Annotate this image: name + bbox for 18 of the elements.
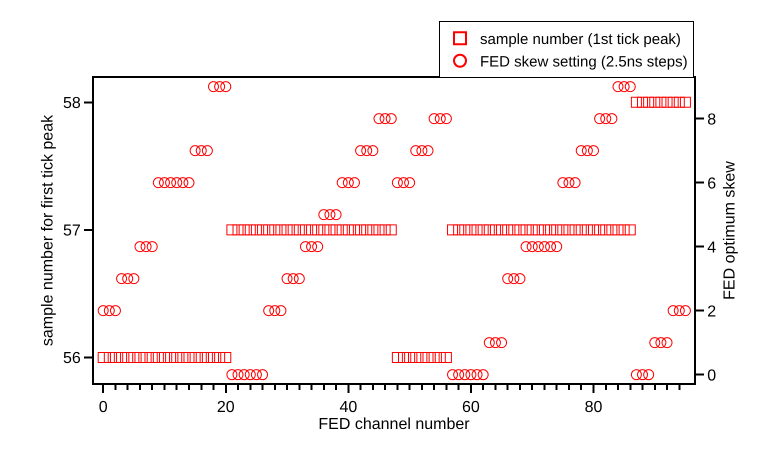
- legend-label: FED skew setting (2.5ns steps): [480, 54, 688, 71]
- y2-tick-label: 6: [707, 175, 716, 192]
- y2-axis-title: FED optimum skew: [721, 160, 738, 300]
- x-axis-title: FED channel number: [318, 416, 470, 434]
- y-axis-title: sample number for first tick peak: [39, 114, 56, 346]
- y2-tick-label: 2: [707, 303, 716, 320]
- x-tick-label: 60: [462, 399, 480, 416]
- y2-tick-label: 8: [707, 111, 716, 128]
- y-tick-label: 57: [63, 222, 81, 240]
- x-tick-label: 0: [98, 399, 108, 416]
- x-tick-label: 20: [216, 399, 235, 416]
- y-tick-label: 56: [63, 350, 81, 368]
- y-tick-label: 58: [63, 94, 81, 112]
- y2-tick-label: 4: [707, 239, 716, 256]
- x-tick-label: 40: [339, 399, 358, 416]
- y2-tick-label: 0: [707, 367, 716, 384]
- legend-label: sample number (1st tick peak): [480, 31, 681, 48]
- x-tick-label: 80: [584, 399, 602, 416]
